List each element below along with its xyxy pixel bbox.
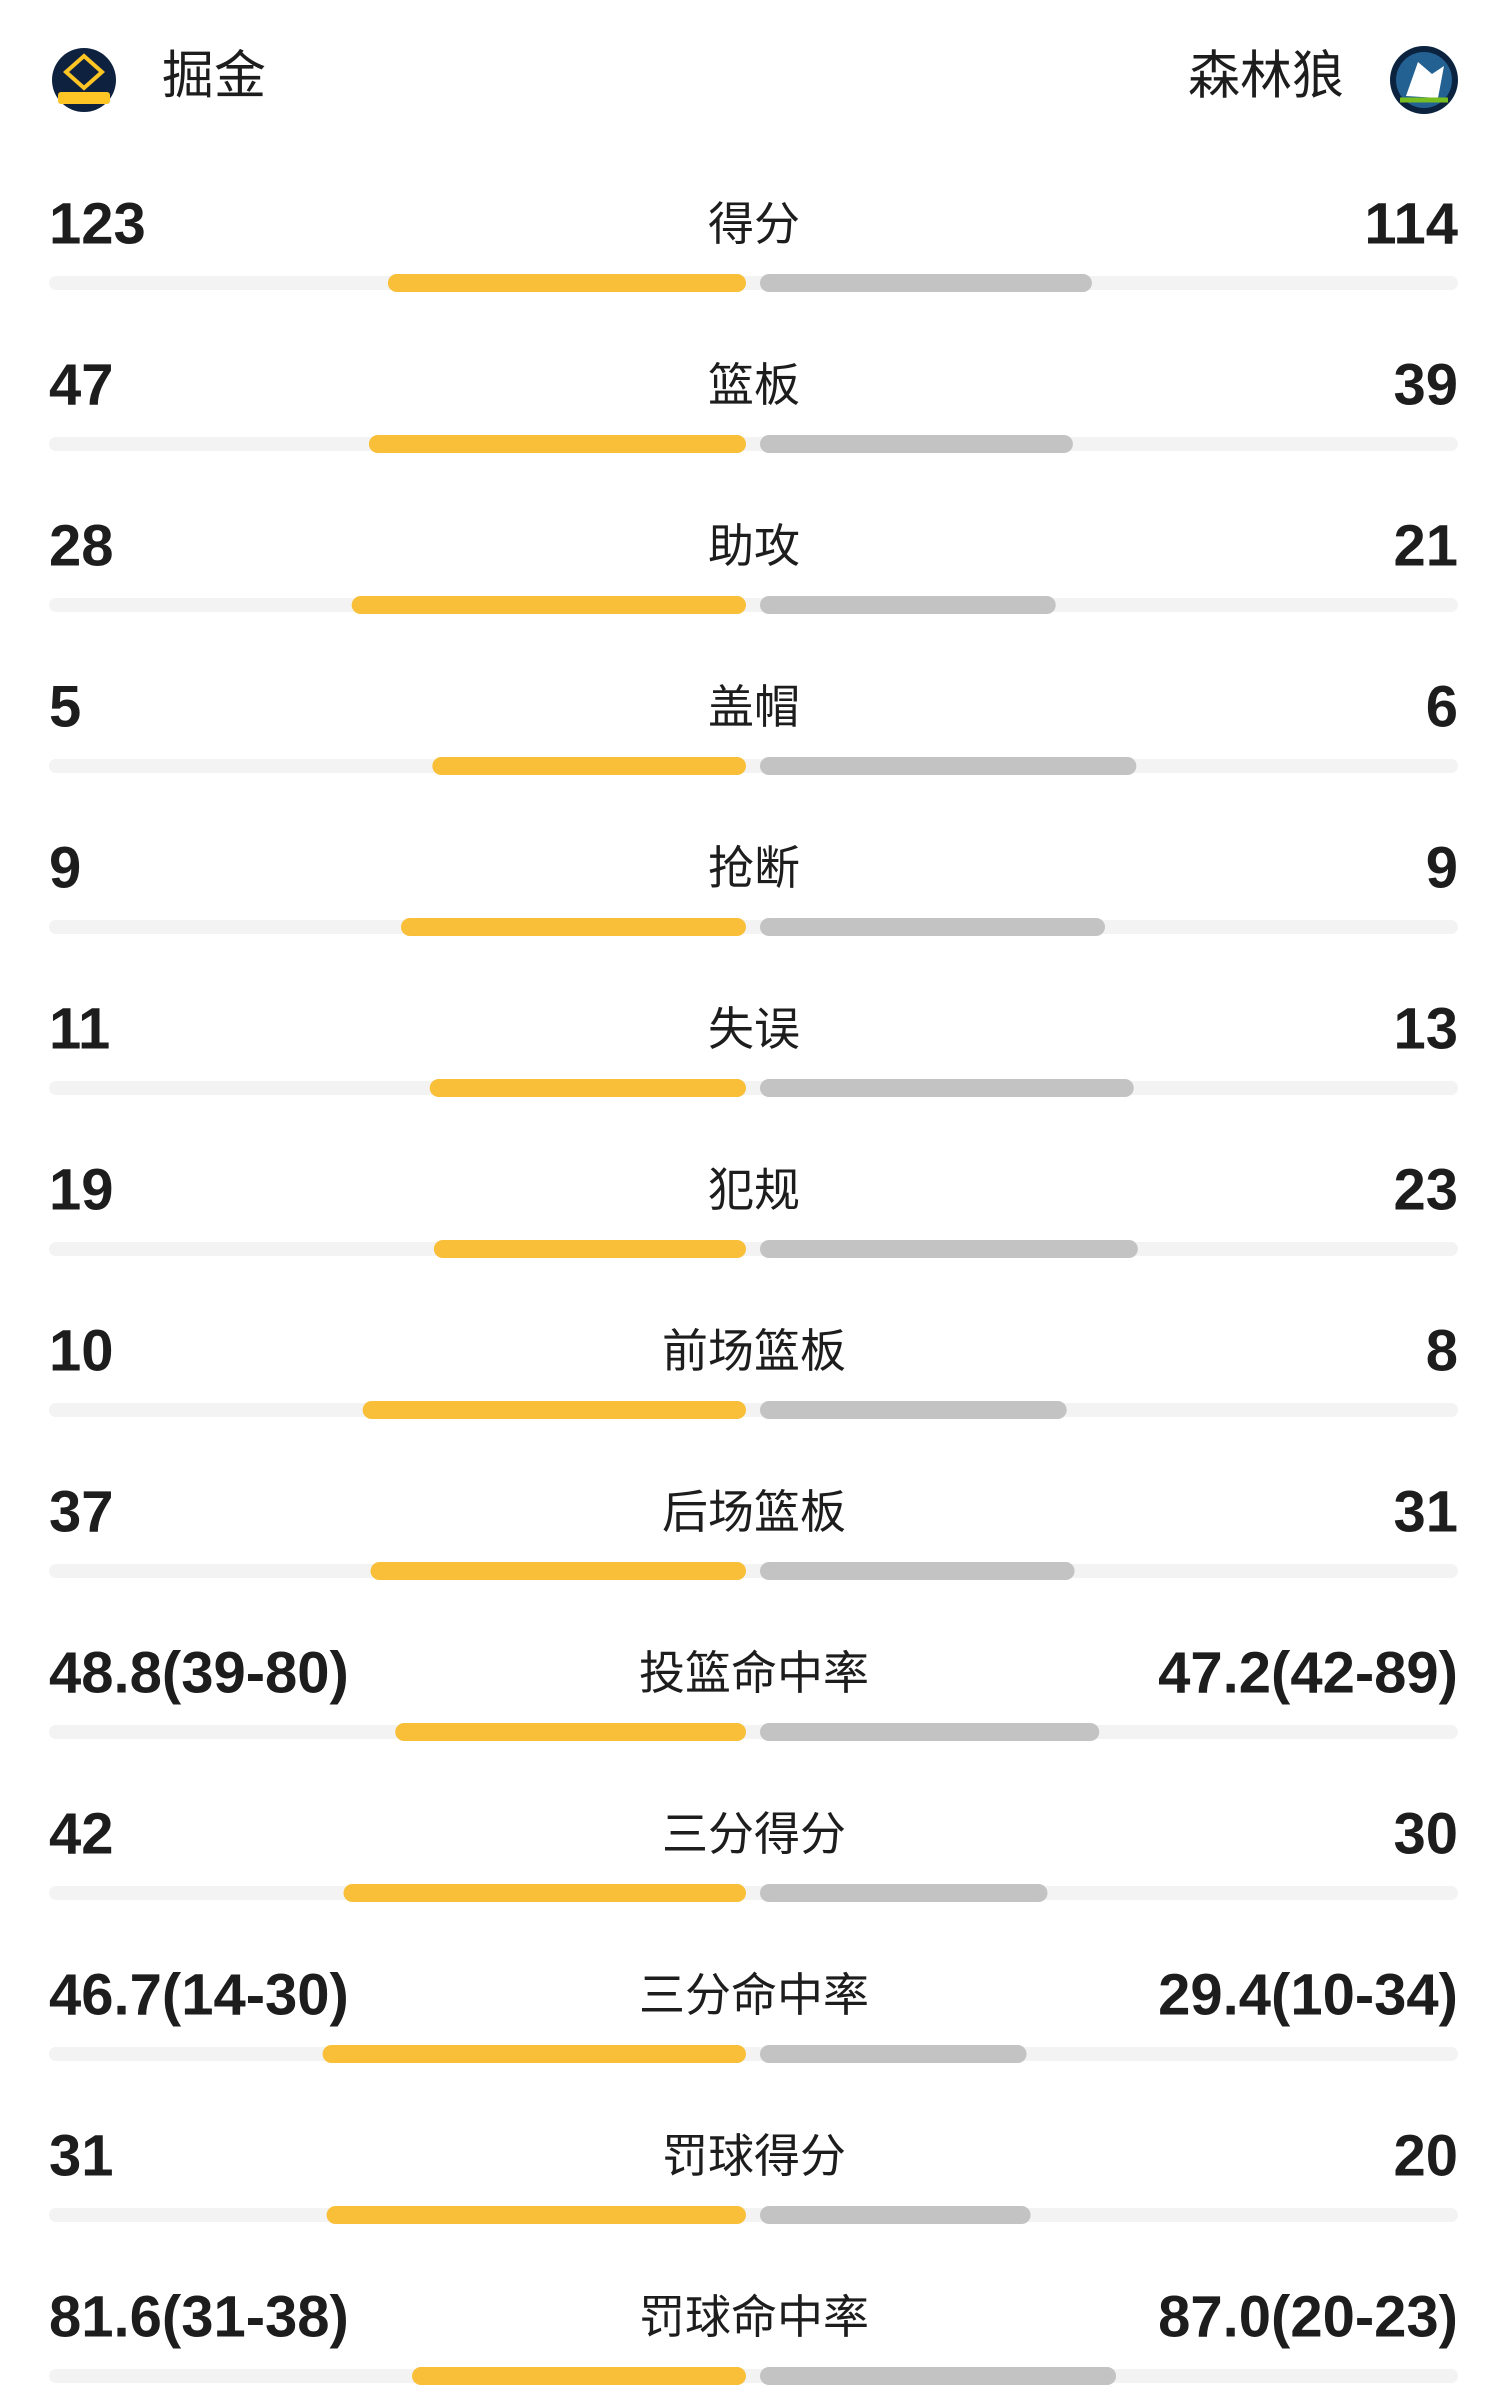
away-team-name: 森林狼 xyxy=(1188,48,1344,106)
stat-label: 后场篮板 xyxy=(662,1486,846,1538)
home-value: 81.6(31-38) xyxy=(49,2284,349,2349)
home-bar xyxy=(432,757,746,775)
stat-label: 罚球命中率 xyxy=(639,2291,869,2343)
away-value: 6 xyxy=(1426,674,1458,739)
home-bar xyxy=(343,1884,746,1902)
bar-track xyxy=(49,598,1458,612)
home-value: 46.7(14-30) xyxy=(49,1962,349,2027)
home-bar xyxy=(395,1723,746,1741)
bar-track xyxy=(49,2047,1458,2061)
bar-track xyxy=(49,437,1458,451)
home-value: 123 xyxy=(49,191,146,256)
stat-label: 三分得分 xyxy=(662,1808,846,1860)
away-value: 13 xyxy=(1393,996,1458,1061)
bar-track xyxy=(49,1564,1458,1578)
away-bar xyxy=(760,1884,1048,1902)
away-logo xyxy=(1390,46,1458,114)
home-bar xyxy=(412,2367,746,2385)
home-value: 42 xyxy=(49,1801,114,1866)
home-value: 11 xyxy=(49,996,110,1061)
home-value: 28 xyxy=(49,513,114,578)
bar-track xyxy=(49,2208,1458,2222)
away-bar xyxy=(760,1079,1134,1097)
stat-label: 盖帽 xyxy=(708,681,800,733)
stat-label: 篮板 xyxy=(708,359,800,411)
away-value: 30 xyxy=(1393,1801,1458,1866)
away-value: 31 xyxy=(1393,1479,1458,1544)
away-value: 20 xyxy=(1393,2123,1458,2188)
away-bar xyxy=(760,435,1073,453)
away-value: 39 xyxy=(1393,352,1458,417)
away-value: 29.4(10-34) xyxy=(1158,1962,1458,2027)
away-value: 87.0(20-23) xyxy=(1158,2284,1458,2349)
stat-label: 罚球得分 xyxy=(662,2130,846,2182)
home-bar xyxy=(401,918,746,936)
bar-track xyxy=(49,276,1458,290)
stat-label: 投篮命中率 xyxy=(639,1647,869,1699)
stat-label: 失误 xyxy=(708,1003,800,1055)
home-logo xyxy=(52,48,116,112)
bar-track xyxy=(49,1242,1458,1256)
away-bar xyxy=(760,2045,1027,2063)
stat-label: 前场篮板 xyxy=(662,1325,846,1377)
home-value: 9 xyxy=(49,835,81,900)
home-bar xyxy=(322,2045,746,2063)
home-value: 31 xyxy=(49,2123,114,2188)
home-bar xyxy=(351,596,746,614)
home-bar xyxy=(326,2206,746,2224)
away-bar xyxy=(760,1240,1138,1258)
home-value: 47 xyxy=(49,352,114,417)
stat-label: 得分 xyxy=(708,198,800,250)
home-value: 10 xyxy=(49,1318,114,1383)
bar-track xyxy=(49,1725,1458,1739)
stat-label: 犯规 xyxy=(708,1164,800,1216)
away-bar xyxy=(760,1401,1067,1419)
away-value: 8 xyxy=(1426,1318,1458,1383)
away-bar xyxy=(760,757,1137,775)
home-bar xyxy=(368,435,746,453)
away-value: 9 xyxy=(1426,835,1458,900)
bar-track xyxy=(49,759,1458,773)
stat-label: 三分命中率 xyxy=(639,1969,869,2021)
home-value: 37 xyxy=(49,1479,114,1544)
away-value: 23 xyxy=(1393,1157,1458,1222)
home-bar xyxy=(370,1562,746,1580)
bar-track xyxy=(49,1886,1458,1900)
away-bar xyxy=(760,2367,1117,2385)
home-value: 5 xyxy=(49,674,81,739)
home-bar xyxy=(433,1240,746,1258)
away-bar xyxy=(760,596,1056,614)
home-bar xyxy=(362,1401,746,1419)
stat-label: 助攻 xyxy=(708,520,800,572)
away-value: 47.2(42-89) xyxy=(1158,1640,1458,1705)
away-bar xyxy=(760,2206,1031,2224)
home-bar xyxy=(429,1079,746,1097)
away-bar xyxy=(760,1562,1075,1580)
home-value: 19 xyxy=(49,1157,114,1222)
bar-track xyxy=(49,2369,1458,2383)
away-bar xyxy=(760,1723,1100,1741)
bar-track xyxy=(49,1081,1458,1095)
bar-track xyxy=(49,1403,1458,1417)
home-team-name: 掘金 xyxy=(162,48,266,106)
away-value: 114 xyxy=(1364,191,1458,256)
bar-track xyxy=(49,920,1458,934)
home-value: 48.8(39-80) xyxy=(49,1640,349,1705)
away-bar xyxy=(760,274,1092,292)
away-value: 21 xyxy=(1393,513,1458,578)
stat-label: 抢断 xyxy=(708,842,800,894)
away-bar xyxy=(760,918,1105,936)
home-bar xyxy=(387,274,746,292)
